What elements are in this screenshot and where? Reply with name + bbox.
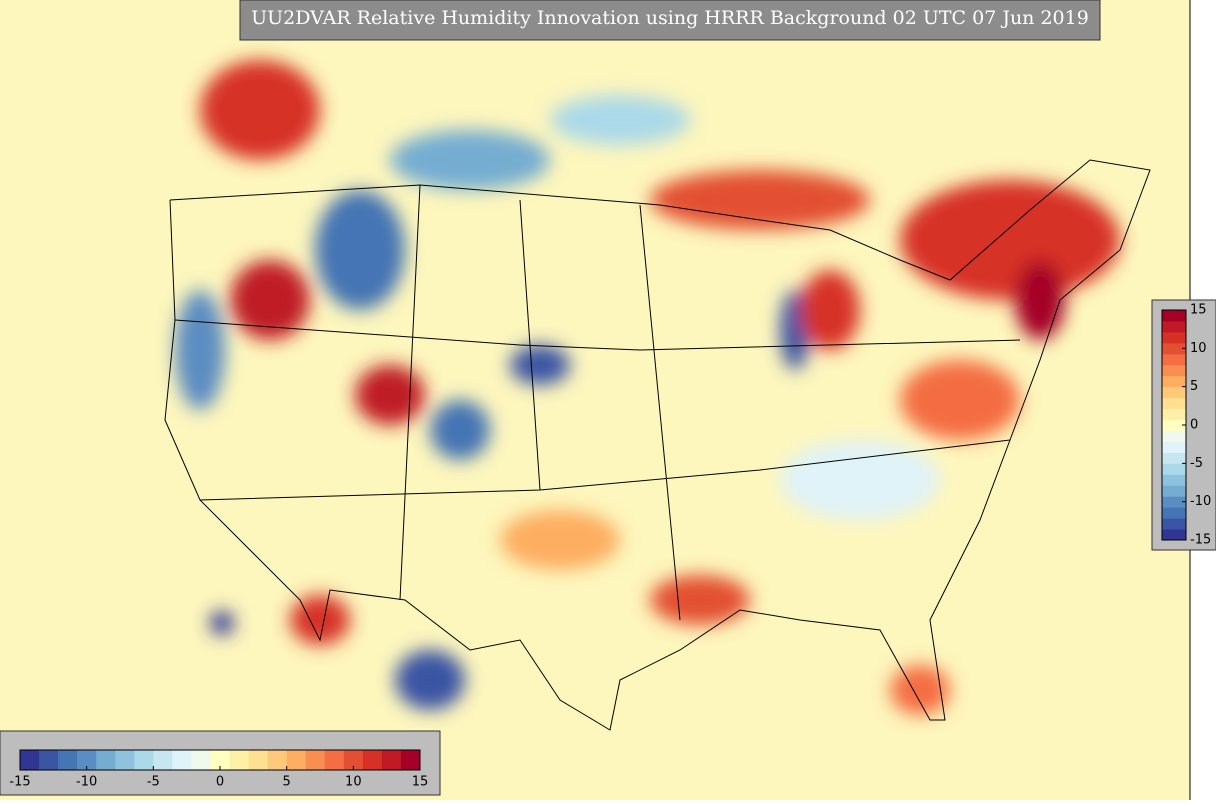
map-blob xyxy=(395,650,465,710)
colorbar-swatch xyxy=(191,750,211,770)
colorbar-swatch xyxy=(1162,474,1186,486)
map-blob xyxy=(800,270,860,350)
map-blob xyxy=(1015,260,1065,340)
colorbar-swatch xyxy=(1162,364,1186,377)
colorbar-swatch xyxy=(1162,310,1186,322)
colorbar-swatch xyxy=(1162,419,1186,431)
tick-label: 10 xyxy=(1190,341,1207,356)
tick-label: 0 xyxy=(216,775,224,790)
map-blob xyxy=(210,611,234,635)
colorbar-swatch xyxy=(305,750,326,770)
colorbar-swatch xyxy=(1162,485,1186,497)
colorbar-swatch xyxy=(343,750,364,770)
colorbar-swatch xyxy=(1162,518,1186,530)
colorbar-swatch xyxy=(172,750,192,770)
humidity-field xyxy=(175,60,1120,715)
tick-label: 5 xyxy=(283,775,291,790)
colorbar-swatch xyxy=(1162,397,1186,410)
colorbar-swatch xyxy=(1162,430,1186,442)
tick-label: 10 xyxy=(345,775,362,790)
coastline xyxy=(164,159,1151,731)
colorbar-swatch xyxy=(58,750,78,770)
colorbar-swatch xyxy=(1162,452,1186,464)
map-blob xyxy=(890,665,950,715)
map-blob xyxy=(510,345,570,385)
map-blob xyxy=(780,440,940,520)
colorbar-swatch xyxy=(210,750,231,770)
map-blob xyxy=(900,180,1120,300)
colorbar-horizontal: -15 -10 -5 0 5 10 15 xyxy=(9,749,429,790)
colorbar-swatch xyxy=(20,750,40,770)
colorbar-swatch xyxy=(1162,331,1186,344)
tick-label: -10 xyxy=(76,775,97,790)
colorbar-swatch xyxy=(400,750,421,770)
tick-label: -10 xyxy=(1190,494,1211,509)
colorbar-swatch xyxy=(381,750,402,770)
map-blob xyxy=(200,60,320,160)
map-blob xyxy=(430,400,490,460)
colorbar-swatch xyxy=(248,750,269,770)
tick-label: 15 xyxy=(412,775,429,790)
tick-label: 15 xyxy=(1190,303,1207,318)
map-blob xyxy=(650,170,870,230)
colorbar-swatch xyxy=(362,750,383,770)
colorbar-swatch xyxy=(115,750,135,770)
map-blob xyxy=(500,510,620,570)
tick-label: 0 xyxy=(1190,418,1198,433)
map-blob xyxy=(550,95,690,145)
tick-label: -5 xyxy=(1190,456,1203,471)
map-blob xyxy=(355,365,425,425)
colorbar-swatch xyxy=(1162,386,1186,399)
map-blob xyxy=(650,575,750,625)
colorbar-swatch xyxy=(229,750,250,770)
colorbar-swatch xyxy=(77,750,97,770)
colorbar-swatch xyxy=(1162,320,1186,333)
tick-label: 5 xyxy=(1190,379,1198,394)
map-blob xyxy=(230,260,310,340)
tick-label: -15 xyxy=(9,775,30,790)
colorbar-swatch xyxy=(267,750,288,770)
tick-label: -5 xyxy=(147,775,160,790)
map-blob xyxy=(390,130,550,190)
colorbar-swatch xyxy=(1162,507,1186,519)
colorbar-swatch xyxy=(39,750,59,770)
map-blob xyxy=(900,360,1020,440)
colorbar-vertical: -15 -10 -5 0 5 10 15 xyxy=(1161,303,1211,548)
chart-title: UU2DVAR Relative Humidity Innovation usi… xyxy=(251,7,1089,29)
colorbar-swatch xyxy=(134,750,154,770)
colorbar-swatch xyxy=(286,750,307,770)
colorbar-swatch xyxy=(96,750,116,770)
title-box xyxy=(239,0,1101,41)
colorbar-swatch xyxy=(1162,353,1186,366)
colorbar-swatch xyxy=(324,750,345,770)
colorbar-swatch xyxy=(1162,463,1186,475)
colorbar-swatch xyxy=(1162,408,1186,421)
colorbar-swatch xyxy=(1162,529,1186,541)
colorbar-swatch xyxy=(153,750,173,770)
map-blob xyxy=(290,595,350,645)
colorbar-swatch xyxy=(1162,342,1186,355)
tick-label: -15 xyxy=(1190,533,1211,548)
colorbar-swatch xyxy=(1162,496,1186,508)
colorbar-swatch xyxy=(1162,441,1186,453)
map-blob xyxy=(175,290,225,410)
colorbar-swatch xyxy=(1162,375,1186,388)
map-blob xyxy=(315,190,405,310)
state-borders xyxy=(174,184,1021,621)
